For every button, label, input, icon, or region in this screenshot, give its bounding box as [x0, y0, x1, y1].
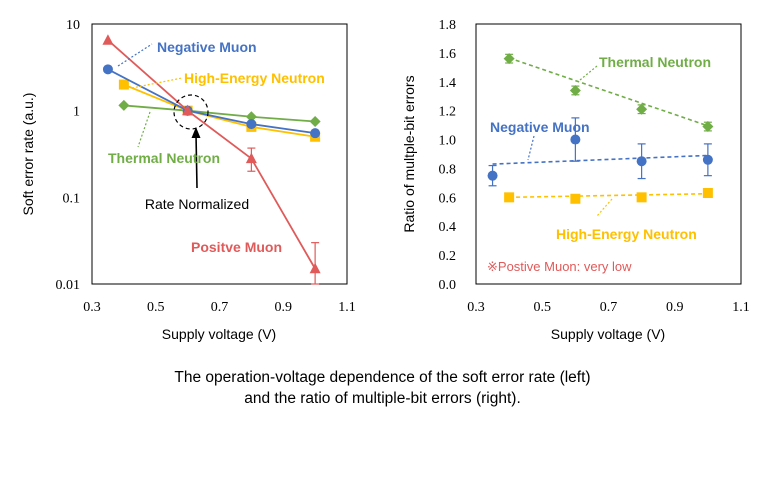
- right-point-high-energy-neutron: [570, 193, 581, 204]
- right-trend-line-negative-muon: [492, 154, 708, 165]
- left-x-tick-label: 0.9: [275, 300, 293, 315]
- left-x-tick-labels: 0.3 0.5 0.7 0.9 1.1: [83, 300, 356, 315]
- right-x-axis-label: Supply voltage (V): [551, 326, 665, 342]
- left-y-tick-label: 0.01: [56, 278, 81, 293]
- right-plot-frame: [475, 23, 742, 285]
- left-point-negative-muon: [246, 119, 257, 130]
- right-x-tick-label: 0.9: [666, 300, 684, 315]
- right-point-thermal-neutron: [569, 84, 581, 96]
- left-y-tick-label: 1: [73, 105, 80, 120]
- thermal-neutron-leader: [137, 111, 151, 148]
- right-negative-muon-leader: [527, 135, 535, 161]
- right-label-high-energy-neutron: High-Energy Neutron: [556, 226, 697, 242]
- right-point-negative-muon: [570, 134, 581, 145]
- left-label-positive-muon: Positve Muon: [191, 239, 282, 255]
- left-point-positve-muon: [309, 262, 321, 274]
- right-point-high-energy-neutron: [504, 192, 515, 203]
- right-trend-line-thermal-neutron: [508, 57, 709, 127]
- left-series-line-positve-muon: [107, 39, 316, 270]
- right-point-thermal-neutron: [702, 121, 714, 133]
- figure-caption-line-2: and the ratio of multiple-bit errors (ri…: [244, 390, 521, 407]
- right-point-high-energy-neutron: [636, 192, 647, 203]
- negative-muon-leader: [117, 43, 153, 67]
- right-x-tick-label: 0.5: [534, 300, 552, 315]
- right-note-positive-muon: ※Postive Muon: very low: [487, 259, 632, 274]
- right-y-tick-label: 0.0: [439, 278, 457, 293]
- left-label-high-energy-neutron: High-Energy Neutron: [184, 70, 325, 86]
- left-point-positve-muon: [182, 104, 194, 116]
- left-x-axis-label: Supply voltage (V): [162, 326, 276, 342]
- right-y-tick-label: 0.8: [439, 162, 457, 177]
- right-y-tick-label: 0.4: [439, 220, 457, 235]
- right-y-tick-label: 0.2: [439, 249, 457, 264]
- left-point-thermal-neutron: [245, 111, 257, 123]
- left-chart: 0.01 0.1 1 10 0.3 0.5 0.7 0.9 1.1 Supply voltag…: [20, 18, 356, 342]
- rate-normalized-label: Rate Normalized: [145, 196, 249, 212]
- right-point-thermal-neutron: [503, 53, 515, 65]
- right-y-tick-label: 1.4: [439, 76, 457, 91]
- left-series-line-thermal-neutron: [123, 104, 316, 123]
- right-x-tick-labels: 0.3 0.5 0.7 0.9 1.1: [467, 300, 750, 315]
- rate-normalized-circle: [173, 94, 209, 130]
- left-point-thermal-neutron: [118, 99, 130, 111]
- left-point-high-energy-neutron: [118, 79, 129, 90]
- right-trend-line-high-energy-neutron: [509, 192, 708, 199]
- right-x-tick-label: 1.1: [732, 300, 750, 315]
- right-y-tick-label: 1.6: [439, 47, 457, 62]
- right-y-tick-label: 1.0: [439, 134, 457, 149]
- rate-normalized-arrow: [195, 133, 198, 189]
- right-point-negative-muon: [636, 156, 647, 167]
- high-energy-neutron-leader: [131, 77, 183, 89]
- left-label-negative-muon: Negative Muon: [157, 39, 257, 55]
- right-series-layer: [487, 53, 714, 204]
- left-series-line-high-energy-neutron: [123, 83, 316, 138]
- left-x-tick-label: 0.7: [211, 300, 229, 315]
- figure-caption-line-1: The operation-voltage dependence of the …: [174, 369, 591, 386]
- right-y-tick-label: 1.2: [439, 105, 457, 120]
- left-label-thermal-neutron: Thermal Neutron: [108, 150, 220, 166]
- left-series-line-negative-muon: [107, 68, 316, 135]
- right-point-negative-muon: [487, 170, 498, 181]
- right-high-energy-leader: [596, 198, 613, 217]
- right-y-tick-labels: 0.0 0.2 0.4 0.6 0.8 1.0 1.2 1.4 1.6 1.8: [439, 18, 457, 293]
- left-y-tick-labels: 0.01 0.1 1 10: [56, 18, 81, 293]
- left-point-negative-muon: [310, 128, 321, 139]
- left-point-positve-muon: [102, 34, 114, 45]
- right-x-tick-label: 0.7: [600, 300, 618, 315]
- left-y-tick-label: 10: [66, 18, 80, 33]
- right-y-tick-label: 1.8: [439, 18, 457, 33]
- left-plot-frame: [91, 23, 348, 285]
- right-y-tick-label: 0.6: [439, 191, 457, 206]
- left-point-positve-muon: [245, 152, 257, 164]
- left-x-tick-label: 0.5: [147, 300, 165, 315]
- left-point-negative-muon: [102, 64, 113, 75]
- right-thermal-leader: [579, 65, 598, 81]
- left-y-tick-label: 0.1: [63, 191, 81, 206]
- left-point-thermal-neutron: [309, 115, 321, 127]
- right-point-high-energy-neutron: [702, 188, 713, 198]
- left-x-tick-label: 0.3: [83, 300, 101, 315]
- rate-normalized-arrowhead: [191, 127, 201, 138]
- right-label-negative-muon: Negative Muon: [490, 119, 590, 135]
- right-chart: 0.0 0.2 0.4 0.6 0.8 1.0 1.2 1.4 1.6 1.8 0.3 0.5 0.7…: [401, 18, 750, 342]
- right-point-thermal-neutron: [636, 103, 648, 115]
- left-y-axis-label: Soft error rate (a.u.): [20, 93, 36, 216]
- right-x-tick-label: 0.3: [467, 300, 485, 315]
- left-x-tick-label: 1.1: [338, 300, 356, 315]
- left-series-layer: [102, 34, 321, 285]
- right-point-negative-muon: [702, 154, 713, 165]
- right-y-axis-label: Ratio of multple-bit errors: [401, 75, 417, 232]
- right-label-thermal-neutron: Thermal Neutron: [599, 54, 711, 70]
